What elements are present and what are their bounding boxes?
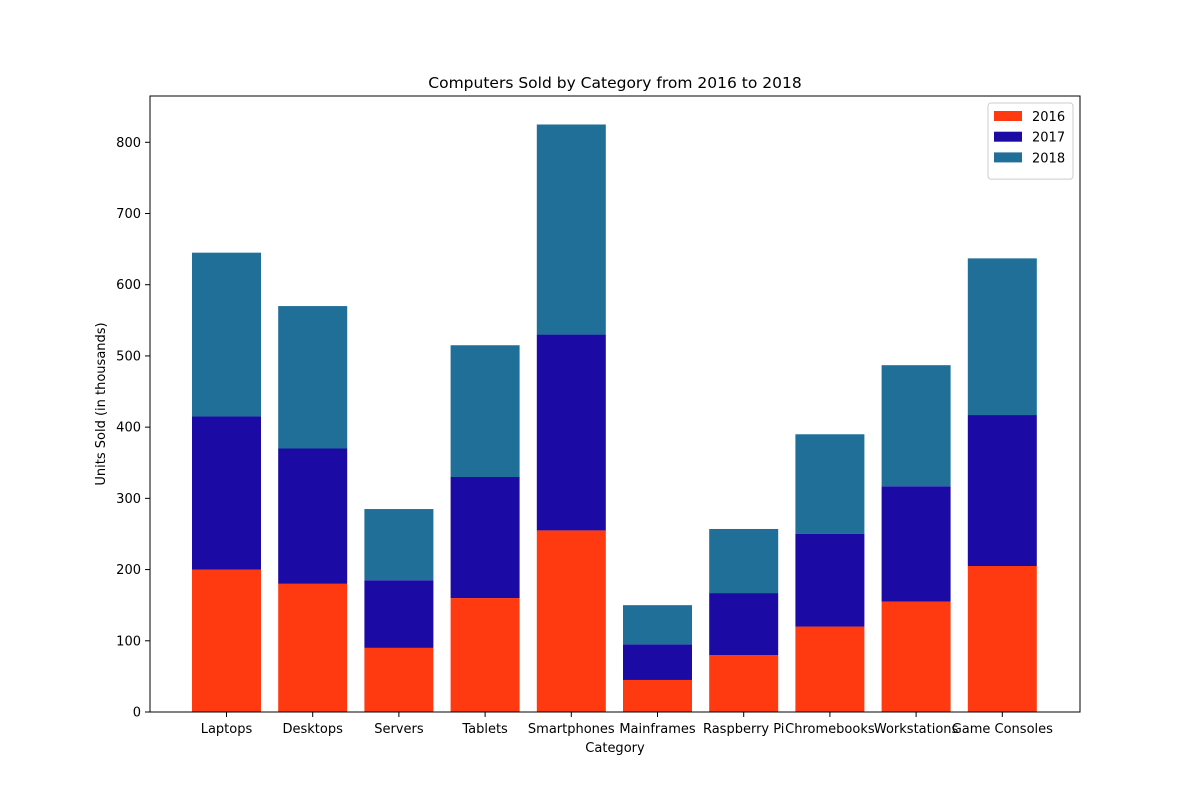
bar-2017-tablets <box>450 476 520 599</box>
x-tick-label: Raspberry Pi <box>703 722 784 737</box>
x-tick-label: Workstations <box>874 722 959 737</box>
bar-2017-desktops <box>278 448 348 584</box>
bar-2016-laptops <box>192 569 261 712</box>
bars-group <box>192 124 1037 712</box>
y-axis-title: Units Sold (in thousands) <box>94 322 109 485</box>
legend-label-2016: 2016 <box>1032 110 1065 125</box>
bar-2017-servers <box>364 580 434 648</box>
bar-2016-tablets <box>450 598 520 712</box>
bar-2016-mainframes <box>623 679 692 712</box>
plot-frame <box>149 95 1081 713</box>
x-tick-label: Game Consoles <box>952 722 1053 737</box>
y-tick-label: 800 <box>116 136 141 151</box>
bar-2018-desktops <box>278 306 348 449</box>
x-axis: Laptops Desktops Servers Tablets Smartphones… <box>201 712 1053 737</box>
bar-2017-mainframes <box>623 644 692 680</box>
bar-2016-raspberry-pi <box>709 655 779 712</box>
bar-2016-desktops <box>278 583 348 712</box>
y-tick-label: 400 <box>116 421 141 436</box>
legend-label-2017: 2017 <box>1032 131 1065 146</box>
bar-2018-smartphones <box>536 124 606 335</box>
x-tick-label: Mainframes <box>619 722 696 737</box>
bar-2018-game-consoles <box>967 258 1037 416</box>
bar-2016-workstations <box>881 601 951 712</box>
y-tick-label: 0 <box>133 706 141 721</box>
bar-2016-game-consoles <box>967 566 1037 712</box>
bar-2017-laptops <box>192 416 261 570</box>
x-tick-label: Desktops <box>283 722 344 737</box>
bar-2017-game-consoles <box>967 415 1037 567</box>
bar-2018-servers <box>364 509 434 581</box>
x-axis-title: Category <box>585 741 645 756</box>
y-tick-label: 700 <box>116 207 141 222</box>
bar-2016-chromebooks <box>795 626 865 712</box>
bar-2017-workstations <box>881 486 951 602</box>
bar-2018-chromebooks <box>795 434 865 534</box>
legend-swatch-2016 <box>994 111 1022 121</box>
bar-2017-raspberry-pi <box>709 593 779 656</box>
legend-swatch-2017 <box>994 131 1022 142</box>
y-tick-label: 100 <box>116 634 141 649</box>
bar-2017-smartphones <box>536 334 606 531</box>
legend-swatch-2018 <box>994 152 1022 163</box>
bar-2016-servers <box>364 647 434 712</box>
x-tick-label: Tablets <box>461 722 508 737</box>
bar-2018-raspberry-pi <box>709 528 779 594</box>
y-tick-label: 300 <box>116 492 141 507</box>
chart-title: Computers Sold by Category from 2016 to … <box>428 74 801 92</box>
x-tick-label: Servers <box>374 722 424 737</box>
bar-2018-mainframes <box>623 605 692 645</box>
x-tick-label: Smartphones <box>528 722 615 737</box>
legend: 2016 2017 2018 <box>987 102 1074 180</box>
y-axis: 0 100 200 300 400 500 600 700 800 <box>116 136 150 721</box>
x-tick-label: Laptops <box>201 722 253 737</box>
legend-label-2018: 2018 <box>1032 151 1065 166</box>
bar-2018-tablets <box>450 345 520 477</box>
y-tick-label: 200 <box>116 563 141 578</box>
bar-2018-workstations <box>881 365 951 487</box>
x-tick-label: Chromebooks <box>785 722 875 737</box>
y-tick-label: 500 <box>116 349 141 364</box>
bar-2018-laptops <box>192 252 261 417</box>
y-tick-label: 600 <box>116 278 141 293</box>
bar-2017-chromebooks <box>795 533 865 627</box>
bar-2016-smartphones <box>536 530 606 712</box>
